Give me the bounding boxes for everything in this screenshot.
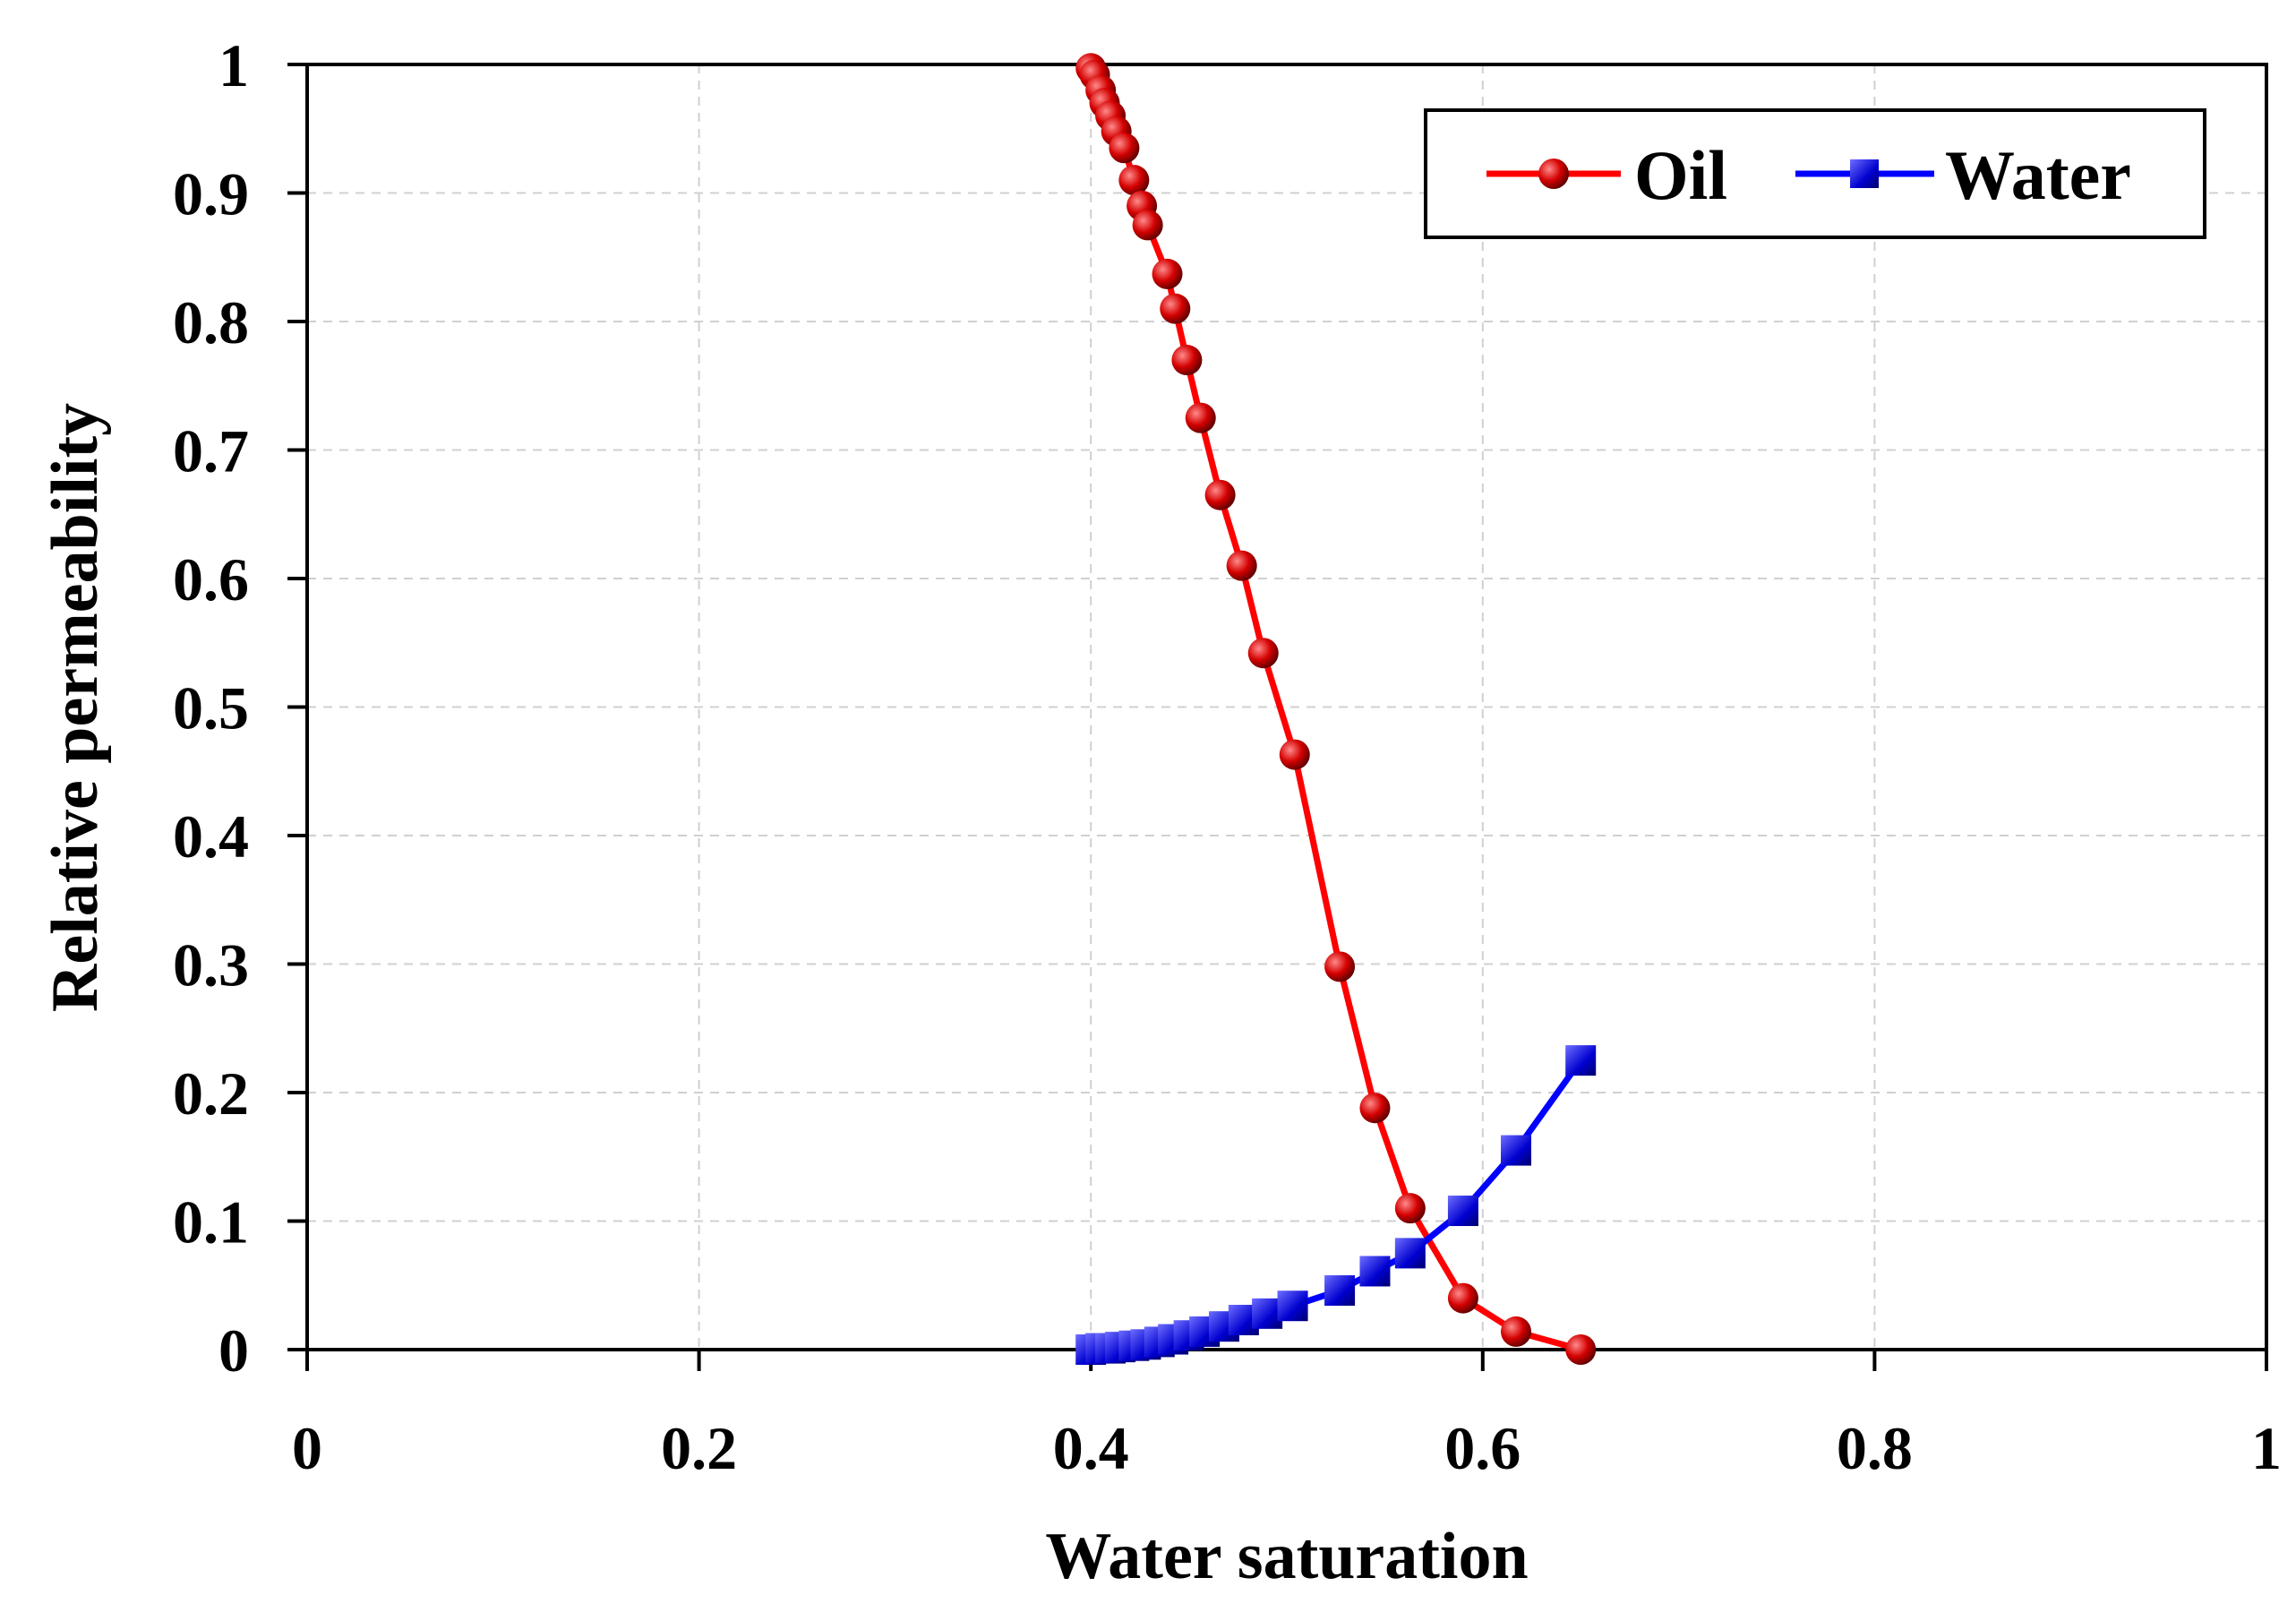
x-tick-label: 0.8 bbox=[1837, 1414, 1913, 1482]
y-tick-label: 1 bbox=[218, 31, 249, 99]
y-axis-title: Relative permeability bbox=[39, 403, 112, 1012]
water-point bbox=[1447, 1196, 1478, 1227]
water-point bbox=[1324, 1274, 1356, 1306]
oil-point bbox=[1132, 210, 1163, 241]
oil-point bbox=[1247, 638, 1279, 669]
y-tick-label: 0.8 bbox=[173, 288, 249, 356]
x-tick-label: 0 bbox=[292, 1414, 322, 1482]
y-tick-label: 0.7 bbox=[173, 417, 249, 485]
oil-point bbox=[1565, 1334, 1597, 1365]
oil-point bbox=[1171, 345, 1203, 376]
water-point bbox=[1359, 1256, 1391, 1287]
x-tick-label: 0.2 bbox=[661, 1414, 737, 1482]
y-axis: 0 0.1 0.2 0.3 0.4 0.5 0.6 0.7 0.8 0.9 1 bbox=[173, 31, 307, 1385]
oil-point bbox=[1118, 165, 1150, 196]
legend-oil-marker bbox=[1538, 159, 1569, 189]
y-tick-label: 0.1 bbox=[173, 1188, 249, 1256]
y-tick-label: 0 bbox=[218, 1316, 249, 1385]
oil-point bbox=[1204, 479, 1236, 510]
water-point bbox=[1500, 1135, 1531, 1166]
oil-point bbox=[1500, 1316, 1531, 1347]
y-tick-label: 0.9 bbox=[173, 160, 249, 228]
legend: Oil Water bbox=[1424, 108, 2206, 239]
legend-oil-label: Oil bbox=[1634, 136, 1727, 214]
water-point bbox=[1394, 1238, 1426, 1269]
oil-point bbox=[1279, 739, 1310, 770]
y-tick-label: 0.5 bbox=[173, 674, 249, 742]
oil-point bbox=[1160, 293, 1191, 324]
water-point bbox=[1252, 1298, 1283, 1329]
oil-point bbox=[1109, 133, 1140, 164]
legend-water-marker bbox=[1850, 159, 1879, 188]
y-tick-label: 0.3 bbox=[173, 931, 249, 999]
water-series-line bbox=[1090, 1059, 1584, 1353]
water-point bbox=[1277, 1290, 1308, 1322]
x-axis: 0 0.2 0.4 0.6 0.8 1 bbox=[292, 1350, 2282, 1482]
y-tick-label: 0.6 bbox=[173, 545, 249, 613]
x-tick-label: 0.4 bbox=[1053, 1414, 1129, 1482]
x-axis-title: Water saturation bbox=[1045, 1520, 1528, 1593]
oil-point bbox=[1185, 402, 1216, 433]
y-tick-label: 0.2 bbox=[173, 1059, 249, 1128]
water-point bbox=[1565, 1045, 1597, 1076]
oil-point bbox=[1394, 1193, 1426, 1224]
oil-point bbox=[1447, 1282, 1478, 1314]
series-layer bbox=[1075, 53, 1597, 1365]
grid-lines bbox=[307, 64, 2266, 1350]
oil-point bbox=[1152, 258, 1183, 289]
oil-point bbox=[1226, 550, 1257, 581]
x-tick-label: 0.6 bbox=[1444, 1414, 1521, 1482]
oil-point bbox=[1359, 1093, 1391, 1124]
oil-point bbox=[1324, 951, 1356, 982]
legend-water-label: Water bbox=[1945, 136, 2131, 214]
y-tick-label: 0.4 bbox=[173, 802, 249, 870]
x-tick-label: 1 bbox=[2251, 1414, 2282, 1482]
